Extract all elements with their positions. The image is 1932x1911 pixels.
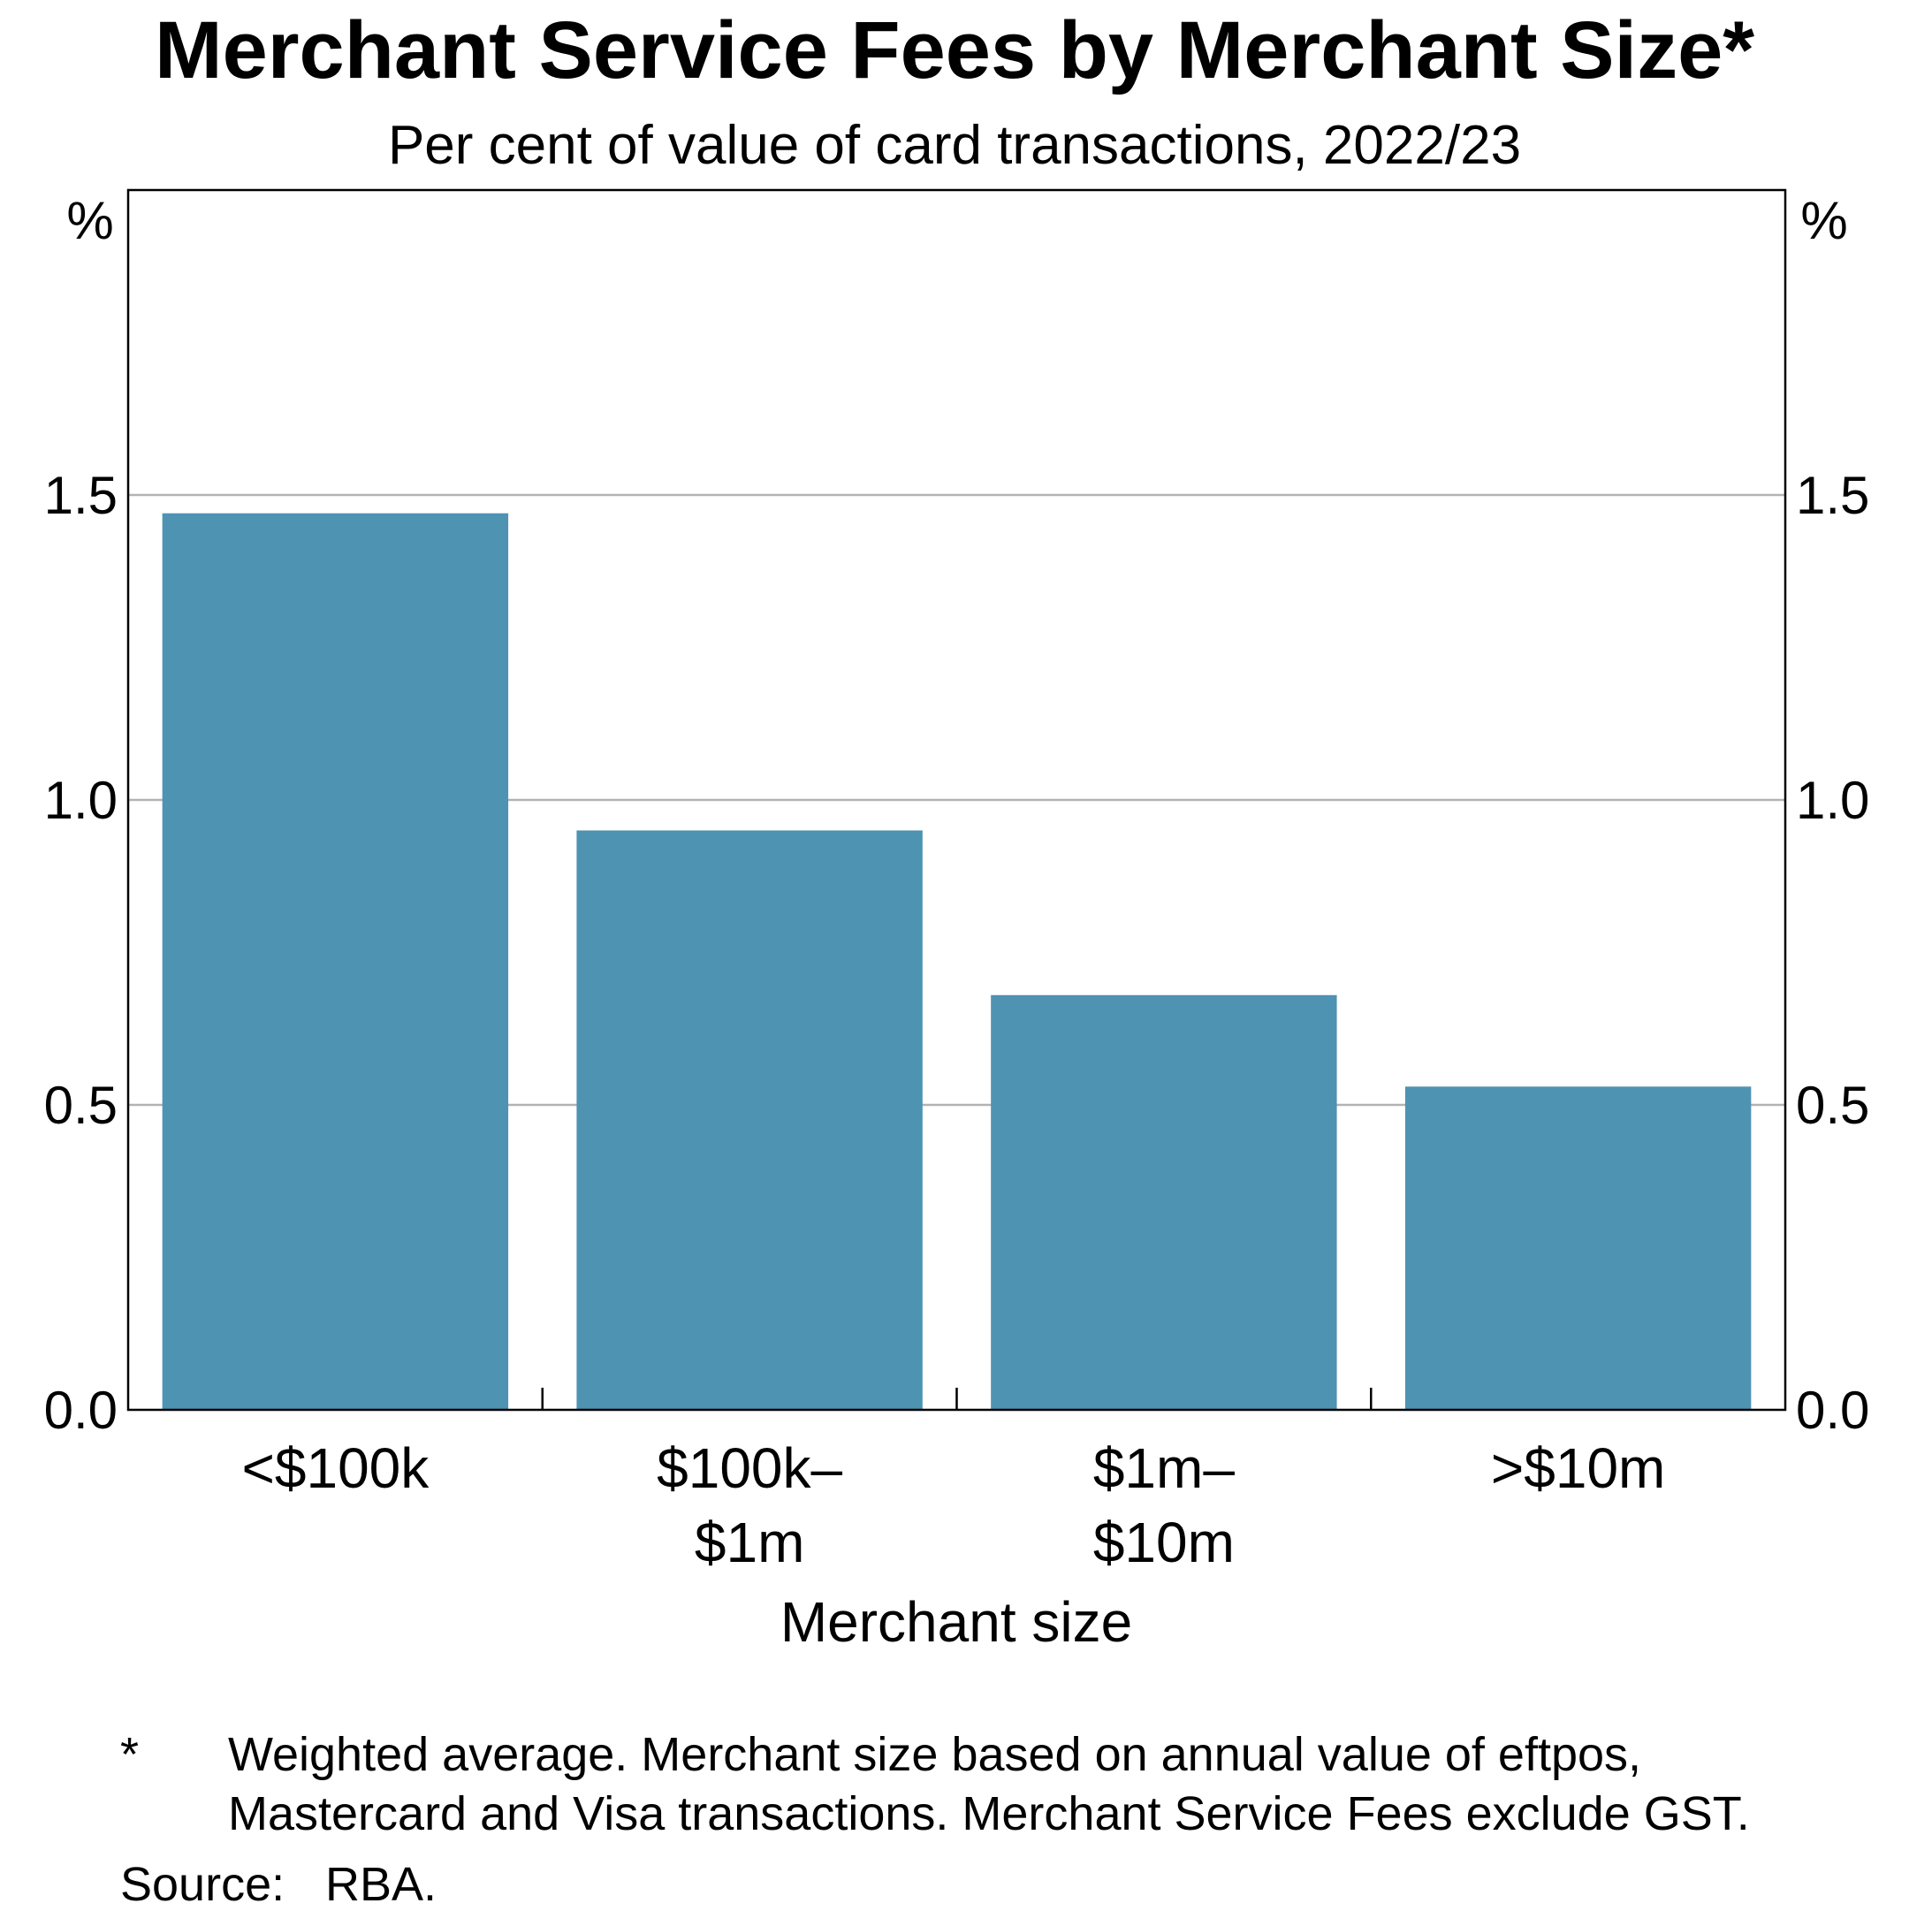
y-tick-label-left-0: 0.0 — [44, 1381, 118, 1440]
y-tick-label-right-1: 0.5 — [1796, 1076, 1869, 1135]
y-unit-left: % — [66, 191, 113, 250]
footnote-line-1: Weighted average. Merchant size based on… — [228, 1728, 1641, 1781]
x-axis-ticks — [541, 1388, 1373, 1410]
y-axis-tick-labels: 0.0 0.0 0.5 0.5 1.0 1.0 1.5 1.5 — [44, 466, 1870, 1440]
chart-subtitle: Per cent of value of card transactions, … — [388, 115, 1521, 176]
y-tick-label-right-0: 0.0 — [1796, 1381, 1869, 1440]
source-text: RBA. — [325, 1858, 437, 1911]
footnote-marker: * — [120, 1728, 139, 1781]
bar-2 — [991, 994, 1337, 1410]
bars — [162, 513, 1752, 1410]
y-tick-label-right-3: 1.5 — [1796, 466, 1869, 525]
y-tick-label-left-2: 1.0 — [44, 771, 118, 830]
chart-title: Merchant Service Fees by Merchant Size* — [155, 5, 1754, 95]
bar-1 — [576, 830, 923, 1410]
category-label-3-line-0: >$10m — [1491, 1436, 1665, 1500]
bar-0 — [162, 513, 509, 1410]
y-tick-label-left-1: 0.5 — [44, 1076, 118, 1135]
bar-3 — [1404, 1086, 1752, 1410]
y-unit-right: % — [1800, 191, 1847, 250]
x-axis-title: Merchant size — [780, 1590, 1132, 1654]
category-label-0-line-0: <$100k — [242, 1436, 430, 1500]
footnote-line-2: Mastercard and Visa transactions. Mercha… — [228, 1787, 1750, 1840]
source-label: Source: — [120, 1858, 285, 1911]
category-label-2-line-1: $10m — [1093, 1511, 1235, 1574]
y-tick-label-left-3: 1.5 — [44, 466, 118, 525]
y-tick-label-right-2: 1.0 — [1796, 771, 1869, 830]
category-label-1-line-1: $1m — [695, 1511, 805, 1574]
x-axis-category-labels: <$100k $100k– $1m $1m– $10m >$10m — [242, 1436, 1666, 1574]
category-label-1-line-0: $100k– — [657, 1436, 842, 1500]
category-label-2-line-0: $1m– — [1093, 1436, 1236, 1500]
